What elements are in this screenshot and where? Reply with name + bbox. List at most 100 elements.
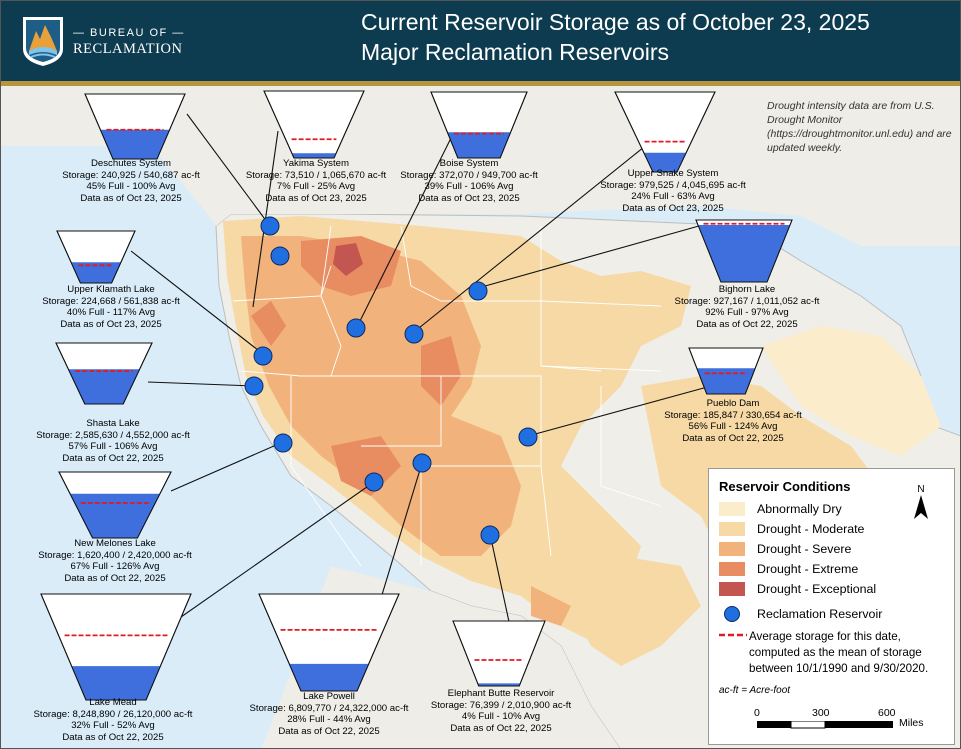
reservoir-glyph: [258, 593, 400, 692]
marker-lake-mead[interactable]: [364, 472, 384, 492]
north-label: N: [917, 484, 924, 495]
acre-foot-note: ac-ft = Acre-foot: [719, 685, 791, 696]
reservoir-outline-stroke: [84, 93, 186, 160]
legend-item-extreme: Drought - Extreme: [719, 561, 858, 577]
label-boise: Boise System Storage: 372,070 / 949,700 a…: [400, 158, 538, 204]
reservoir-outline-stroke: [614, 91, 716, 173]
leader-lines: [130, 113, 712, 632]
legend-item-moderate: Drought - Moderate: [719, 521, 864, 537]
reservoir-glyph: [55, 342, 153, 405]
legend-swatch: [719, 502, 745, 516]
legend-swatch: [719, 562, 745, 576]
reservoir-water-level: [100, 129, 170, 159]
legend-item-exceptional: Drought - Exceptional: [719, 581, 876, 597]
legend-average-text: Average storage for this date, computed a…: [749, 630, 929, 675]
reservoir-glyph: [430, 91, 528, 159]
state-borders: [232, 225, 662, 567]
legend-item-reservoir: Reclamation Reservoir: [719, 606, 882, 622]
label-upper-snake: Upper Snake System Storage: 979,525 / 4,0…: [600, 168, 746, 214]
drought-extreme-2: [421, 336, 461, 406]
reservoir-water-level: [697, 224, 791, 282]
reservoir-water-level: [68, 369, 140, 404]
drought-severe-texas: [531, 586, 571, 626]
marker-bighorn[interactable]: [468, 281, 488, 301]
label-upper-klamath: Upper Klamath Lake Storage: 224,668 / 561…: [42, 284, 180, 330]
header-bar: — BUREAU OF — RECLAMATION Current Reserv…: [1, 1, 960, 86]
label-new-melones: New Melones Lake Storage: 1,620,400 / 2,4…: [38, 538, 192, 584]
legend-swatch: [719, 542, 745, 556]
reservoir-outline-stroke: [452, 620, 546, 687]
reservoir-marker-icon: [724, 606, 740, 622]
label-elephant-butte: Elephant Butte Reservoir Storage: 76,399 …: [430, 688, 572, 734]
reservoir-outline-stroke: [695, 219, 793, 283]
reservoir-glyphs: [40, 90, 793, 701]
marker-upper-snake[interactable]: [404, 324, 424, 344]
marker-deschutes[interactable]: [260, 216, 280, 236]
scale-bar: 0 300 600 Miles: [754, 707, 924, 729]
agency-name-top: — BUREAU OF —: [73, 27, 185, 39]
label-deschutes: Deschutes System Storage: 240,925 / 540,6…: [62, 158, 200, 204]
marker-shasta[interactable]: [244, 376, 264, 396]
label-lake-mead: Lake Mead Storage: 8,248,890 / 26,120,000…: [33, 697, 193, 743]
map-subtitle: Major Reclamation Reservoirs: [361, 39, 670, 65]
reservoir-outline-stroke: [430, 91, 528, 159]
legend-swatch: [719, 522, 745, 536]
drought-dry-east: [761, 326, 941, 456]
label-bighorn: Bighorn Lake Storage: 927,167 / 1,011,052…: [674, 284, 820, 330]
reservoir-glyph: [84, 93, 186, 160]
reservoir-outline-stroke: [56, 230, 136, 284]
reservoir-water-level: [289, 663, 369, 691]
reclamation-logo-icon: [23, 17, 63, 66]
label-shasta: Shasta Lake Storage: 2,585,630 / 4,552,00…: [36, 418, 190, 464]
reservoir-outline-stroke: [55, 342, 153, 405]
label-yakima: Yakima System Storage: 73,510 / 1,065,670…: [245, 158, 387, 204]
legend-item-abnormally-dry: Abnormally Dry: [719, 501, 842, 517]
drought-moderate-texas: [561, 556, 701, 666]
marker-pueblo[interactable]: [518, 427, 538, 447]
data-source-note: Drought intensity data are from U.S. Dro…: [767, 100, 952, 154]
reservoir-water-level: [70, 493, 160, 538]
marker-elephant-butte[interactable]: [480, 525, 500, 545]
marker-new-melones[interactable]: [273, 433, 293, 453]
reservoir-water-level: [696, 368, 756, 394]
agency-name: RECLAMATION: [73, 41, 183, 57]
reservoir-glyph: [695, 219, 793, 283]
reservoir-outline-stroke: [58, 471, 172, 539]
drought-extreme-4: [251, 301, 286, 346]
canada-area: [1, 86, 960, 246]
legend-swatch: [719, 582, 745, 596]
reservoir-water-level: [643, 152, 687, 172]
average-line-icon: [719, 633, 747, 637]
drought-extreme-3: [331, 436, 401, 496]
drought-severe: [241, 236, 521, 556]
reservoir-water-level: [71, 666, 161, 700]
reservoir-water-level: [477, 683, 521, 686]
reservoir-outline-stroke: [688, 347, 764, 395]
legend-panel: Reservoir Conditions N Abnormally Dry Dr…: [708, 468, 955, 745]
reservoir-glyph: [58, 471, 172, 539]
drought-exceptional: [333, 243, 363, 276]
reservoir-glyph: [614, 91, 716, 173]
marker-lake-powell[interactable]: [412, 453, 432, 473]
reservoir-water-level: [291, 153, 337, 158]
map-title: Current Reservoir Storage as of October …: [361, 9, 870, 35]
north-arrow-icon: N: [914, 484, 928, 519]
legend-item-severe: Drought - Severe: [719, 541, 851, 557]
marker-upper-klamath[interactable]: [253, 346, 273, 366]
reservoir-water-level: [71, 262, 121, 283]
reservoir-glyph: [688, 347, 764, 395]
reservoir-glyph: [40, 593, 192, 701]
reservoir-glyph: [263, 90, 365, 159]
marker-yakima[interactable]: [270, 246, 290, 266]
reservoir-outline-stroke: [263, 90, 365, 159]
marker-boise[interactable]: [346, 318, 366, 338]
reservoir-markers: [244, 216, 538, 545]
label-pueblo: Pueblo Dam Storage: 185,847 / 330,654 ac-…: [664, 398, 802, 444]
reservoir-outline-stroke: [258, 593, 400, 692]
legend-title: Reservoir Conditions: [719, 479, 851, 494]
reservoir-glyph: [452, 620, 546, 687]
reservoir-water-level: [447, 132, 511, 158]
reservoir-glyph: [56, 230, 136, 284]
reservoir-outline-stroke: [40, 593, 192, 701]
